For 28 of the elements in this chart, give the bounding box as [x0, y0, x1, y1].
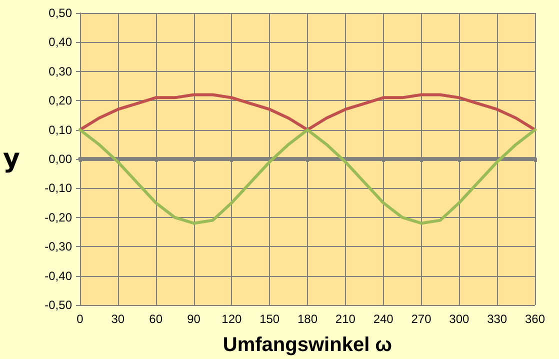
- y-tick-label: 0,30: [48, 64, 72, 78]
- y-tick-label: 0,00: [48, 152, 72, 166]
- line-series: [78, 128, 536, 225]
- x-tick-label: 120: [222, 312, 242, 326]
- y-tick-label: -0,50: [44, 298, 72, 312]
- x-tick-label: 180: [297, 312, 318, 326]
- y-tick-label: 0,10: [48, 122, 72, 137]
- y-tick-label: 0,50: [48, 6, 72, 20]
- y-axis-title: y: [3, 144, 20, 174]
- y-tick-label: -0,10: [44, 181, 72, 196]
- y-tick-label: -0,20: [44, 210, 72, 224]
- x-tick-label: 90: [187, 312, 201, 326]
- x-tick-label: 300: [449, 312, 470, 326]
- x-tick-label: 360: [524, 312, 546, 326]
- x-tick-label: 0: [76, 312, 84, 326]
- y-tick-label: -0,40: [44, 268, 72, 283]
- x-axis-title: Umfangswinkel ω: [222, 334, 392, 356]
- y-tick-label: 0,20: [48, 94, 72, 108]
- x-tick-label: 30: [111, 312, 125, 326]
- x-tick-label: 270: [411, 312, 432, 326]
- y-tick-label: 0,40: [48, 35, 72, 50]
- x-tick-label: 150: [260, 312, 280, 326]
- x-tick-label: 330: [487, 312, 508, 326]
- y-tick-label: -0,30: [44, 240, 72, 254]
- x-tick-label: 210: [335, 312, 356, 326]
- line-series: [78, 93, 536, 132]
- x-tick-label: 240: [373, 312, 394, 326]
- x-tick-label: 60: [149, 312, 163, 326]
